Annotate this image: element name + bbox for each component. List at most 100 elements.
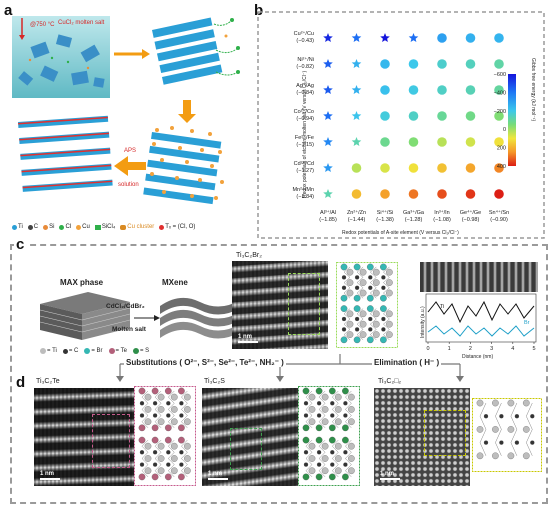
si-dot-icon [43, 224, 49, 230]
mxene-title: MXene [162, 278, 188, 287]
atom [476, 426, 484, 433]
star-mark [323, 189, 333, 198]
atom [514, 440, 520, 445]
circle-mark [437, 189, 447, 199]
atom [372, 279, 380, 286]
circle-mark [465, 85, 476, 95]
gibbs-chart: Cu²⁺/Cu(−0.43) Ni²⁺/Ni(−0.82) Ag⁺/Ag(−0.84… [257, 11, 545, 239]
atom [359, 320, 367, 328]
colorbar-tick: −400 [494, 90, 506, 96]
atom [315, 387, 323, 395]
circle-mark [380, 85, 390, 95]
atom [522, 426, 530, 433]
atom [368, 275, 373, 280]
atom [381, 285, 386, 290]
atom [139, 450, 145, 455]
colorbar-label: Gibbs free energy (kJ mol⁻¹) [530, 58, 536, 122]
legend-item: = Te [108, 348, 127, 354]
legend-cu: Cu [76, 224, 90, 230]
panel-a-schematic: @750 °C CuCl₂ molten salt [12, 16, 240, 205]
atom [170, 442, 178, 450]
atom [144, 406, 152, 413]
atom [157, 393, 165, 401]
circle-mark [380, 163, 390, 173]
x-tick-value: (−0.98) [462, 217, 480, 223]
atom [483, 414, 489, 419]
atom [315, 473, 323, 481]
atom [507, 399, 515, 407]
atom [372, 289, 380, 297]
te-zoom-box [92, 414, 130, 468]
atom [328, 424, 336, 432]
atom [179, 450, 184, 455]
c-dot-icon [27, 224, 33, 230]
y-tick-value: (−0.82) [296, 64, 314, 70]
circle-mark [351, 189, 362, 199]
panel-a-legend: Ti C Si Cl Cu SiCl₄ Cu cluster Tₓ = (Cl,… [12, 224, 248, 230]
y-tick-value: (−1.27) [296, 168, 314, 174]
scale-bar [238, 341, 258, 343]
panel-a: a @750 °C CuCl₂ molten salt [2, 2, 248, 242]
atom [348, 406, 355, 413]
atom [164, 387, 172, 395]
atom [138, 424, 146, 432]
atom [184, 442, 191, 450]
cu-cluster-icon [120, 224, 127, 230]
atom [343, 450, 348, 455]
tem-image-br: 1 nm [232, 261, 328, 349]
panel-c-label: c [14, 236, 27, 253]
star-mark [323, 163, 333, 172]
circle-mark [437, 163, 447, 173]
atom [343, 401, 348, 406]
te-tem-image: 1 nm [34, 388, 134, 486]
atom [184, 393, 191, 401]
mxene-stack [160, 297, 240, 339]
y-tick-label: Ag⁺/Ag [296, 82, 314, 89]
vacancy-structure-model [472, 398, 542, 472]
circle-mark [437, 59, 447, 69]
star-mark [323, 137, 333, 146]
substitutions-label: Substitutions ( O²⁻, S²⁻, Se²⁻, Te²⁻, NH… [124, 358, 286, 367]
atom [348, 418, 355, 426]
br-structure-model [336, 262, 398, 348]
panel-cd-frame [10, 244, 548, 504]
atom [359, 268, 367, 276]
atom [334, 467, 342, 475]
max-phase-title: MAX phase [60, 278, 104, 287]
atom [380, 294, 387, 302]
atom [386, 268, 393, 276]
atom [178, 424, 185, 432]
atom [157, 467, 165, 475]
atom [328, 473, 336, 481]
atom [380, 263, 387, 271]
distance-tick: 2 [469, 346, 472, 352]
atom [179, 413, 184, 418]
atom [179, 462, 184, 467]
atom [522, 399, 530, 407]
x-tick-label: Ga³⁺/Ga [403, 209, 425, 216]
reagent-label: CdCl₂/CdBr₂ [106, 303, 145, 310]
atom [530, 414, 535, 419]
circle-mark [465, 59, 476, 69]
atom [366, 263, 374, 271]
y-tick-label: Mn²⁺/Mn [292, 186, 314, 193]
atom [353, 305, 361, 312]
atom [151, 387, 159, 395]
atom [308, 418, 316, 426]
atom [321, 455, 329, 462]
y-tick-value: (−0.84) [296, 90, 314, 96]
br-series-label: Br [524, 320, 530, 326]
atom [144, 442, 152, 450]
star-mark [351, 111, 362, 120]
atom [316, 401, 322, 406]
atom [321, 467, 329, 475]
star-mark [323, 111, 333, 120]
atom [170, 418, 178, 426]
x-tick-value: (−1.44) [348, 217, 366, 223]
s-atom-icon [132, 348, 139, 354]
colorbar-tick: 400 [497, 164, 506, 170]
y-tick-value: (−1.15) [296, 142, 314, 148]
circle-mark [380, 189, 390, 199]
atom [315, 436, 323, 444]
x-tick-label: In³⁺/In [434, 209, 449, 216]
